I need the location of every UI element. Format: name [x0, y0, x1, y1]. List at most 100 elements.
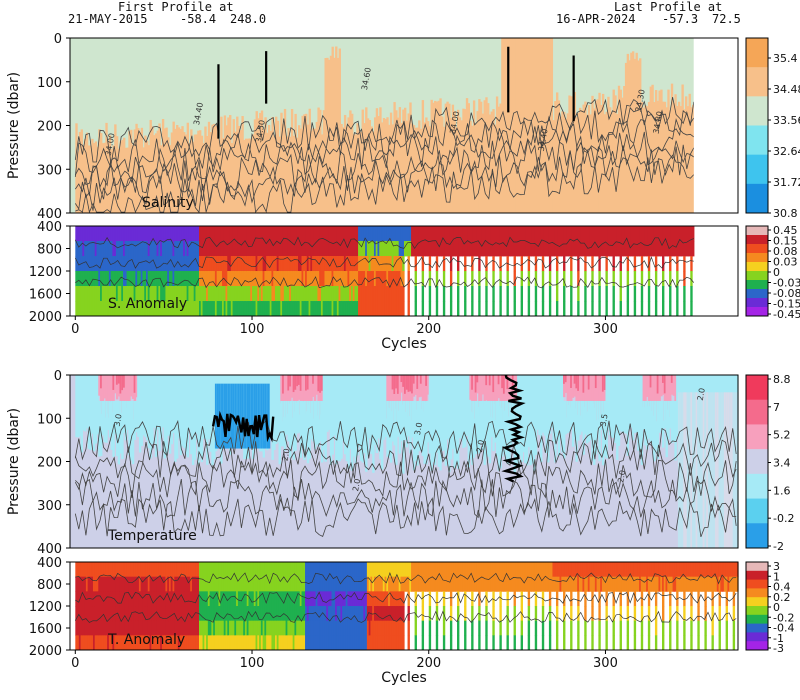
s-anomaly-cell: [647, 241, 651, 257]
t-anomaly-cell: [626, 620, 630, 636]
temperature-warm-column: [667, 375, 670, 410]
s-anomaly-cell: [349, 301, 352, 317]
t-anomaly-cell: [358, 606, 361, 622]
t-anomaly-cell: [296, 635, 299, 651]
t-anomaly-cell: [124, 576, 128, 592]
t-anomaly-cell: [315, 591, 319, 607]
s-anomaly-cell: [543, 241, 546, 257]
t-anomaly-cell: [137, 576, 140, 592]
t-anomaly-cell: [324, 576, 327, 592]
s-anomaly-cell: [411, 241, 414, 257]
s-anomaly-cell: [451, 241, 455, 257]
temperature-tail-column: [684, 392, 688, 548]
t-anomaly-cell: [294, 620, 297, 636]
colorbar-swatch: [746, 614, 768, 625]
temperature-hot-column: [485, 375, 488, 386]
salinity-column: [96, 146, 99, 213]
s-anomaly-cell: [294, 301, 297, 317]
s-anomaly-cell: [418, 226, 421, 242]
temperature-hot-column: [564, 375, 568, 383]
temperature-warm-column: [315, 375, 319, 395]
t-anomaly-cell: [640, 576, 644, 592]
t-anomaly-cell: [232, 606, 235, 622]
t-anomaly-cell: [312, 576, 315, 592]
t-anomaly-cell: [94, 606, 98, 622]
colorbar-swatch: [746, 498, 768, 524]
s-anomaly-cell: [294, 226, 297, 242]
colorbar-tick-label: 0.08: [773, 245, 798, 258]
salinity-column: [598, 92, 601, 213]
salinity-column: [315, 121, 319, 213]
t-anomaly-cell: [718, 606, 721, 622]
s-anomaly-cell: [227, 286, 230, 302]
t-anomaly-cell: [193, 591, 197, 607]
t-anomaly-cell: [223, 591, 227, 607]
t-anomaly-cell: [441, 562, 444, 578]
t-anomaly-cell: [296, 606, 299, 622]
t-anomaly-cell: [299, 576, 303, 592]
t-anomaly-cell: [359, 562, 363, 578]
t-anomaly-cell: [103, 620, 106, 636]
s-anomaly-cell: [225, 301, 228, 317]
t-anomaly-cell: [172, 562, 175, 578]
t-anomaly-cell: [130, 620, 133, 636]
t-anomaly-cell: [704, 635, 707, 651]
s-anomaly-cell: [147, 286, 151, 302]
s-anomaly-cell: [324, 286, 327, 302]
temperature-warm-column: [128, 375, 131, 402]
s-anomaly-cell: [471, 226, 474, 242]
t-anomaly-cell: [183, 562, 186, 578]
t-anomaly-cell: [269, 620, 273, 636]
t-anomaly-cell: [513, 576, 516, 592]
t-anomaly-cell: [485, 635, 488, 651]
t-anomaly-cell: [690, 562, 693, 578]
s-anomaly-cell: [457, 241, 460, 257]
s-anomaly-cell: [653, 241, 656, 257]
t-anomaly-cell: [87, 576, 91, 592]
t-anomaly-cell: [229, 576, 232, 592]
t-anomaly-cell: [234, 576, 237, 592]
t-anomaly-cell: [262, 635, 265, 651]
salinity-column: [619, 89, 622, 213]
s-anomaly-cell: [326, 241, 329, 257]
s-anomaly-cell: [232, 256, 235, 272]
s-anomaly-cell: [386, 286, 389, 302]
s-anomaly-cell: [563, 256, 566, 272]
temperature-cold-column: [338, 375, 341, 462]
y-axis-label: Pressure (dbar): [6, 408, 22, 515]
s-anomaly-cell: [630, 241, 633, 257]
s-anomaly-cell: [570, 226, 573, 242]
salinity-column: [87, 145, 91, 213]
t-anomaly-cell: [82, 635, 85, 651]
t-anomaly-cell: [393, 576, 396, 592]
temperature-hot-column: [320, 375, 324, 391]
s-anomaly-cell: [379, 256, 382, 272]
temperature-contour-label: 3.5: [599, 413, 610, 427]
s-anomaly-cell: [419, 226, 423, 242]
t-anomaly-cell: [395, 620, 398, 636]
s-anomaly-cell: [382, 301, 386, 317]
s-anomaly-cell: [188, 241, 191, 257]
s-anomaly-cell: [381, 301, 384, 317]
t-anomaly-cell: [396, 635, 400, 651]
s-anomaly-cell: [421, 226, 425, 242]
s-anomaly-cell: [320, 271, 324, 287]
t-anomaly-cell: [177, 635, 181, 651]
salinity-column: [644, 105, 647, 213]
temperature-warm-column: [672, 375, 675, 396]
t-anomaly-cell: [234, 606, 237, 622]
salinity-column: [575, 116, 578, 213]
s-anomaly-cell: [319, 256, 322, 272]
t-anomaly-cell: [207, 562, 211, 578]
t-anomaly-cell: [416, 576, 419, 592]
s-anomaly-cell: [372, 226, 375, 242]
temperature-cold-column: [274, 375, 278, 444]
t-anomaly-cell: [725, 620, 728, 636]
salinity-column: [214, 125, 218, 213]
s-anomaly-cell: [179, 226, 182, 242]
t-anomaly-cell: [209, 591, 212, 607]
t-anomaly-cell: [566, 562, 569, 578]
t-anomaly-cell: [382, 562, 386, 578]
t-anomaly-cell: [370, 635, 373, 651]
s-anomaly-cell: [639, 241, 642, 257]
